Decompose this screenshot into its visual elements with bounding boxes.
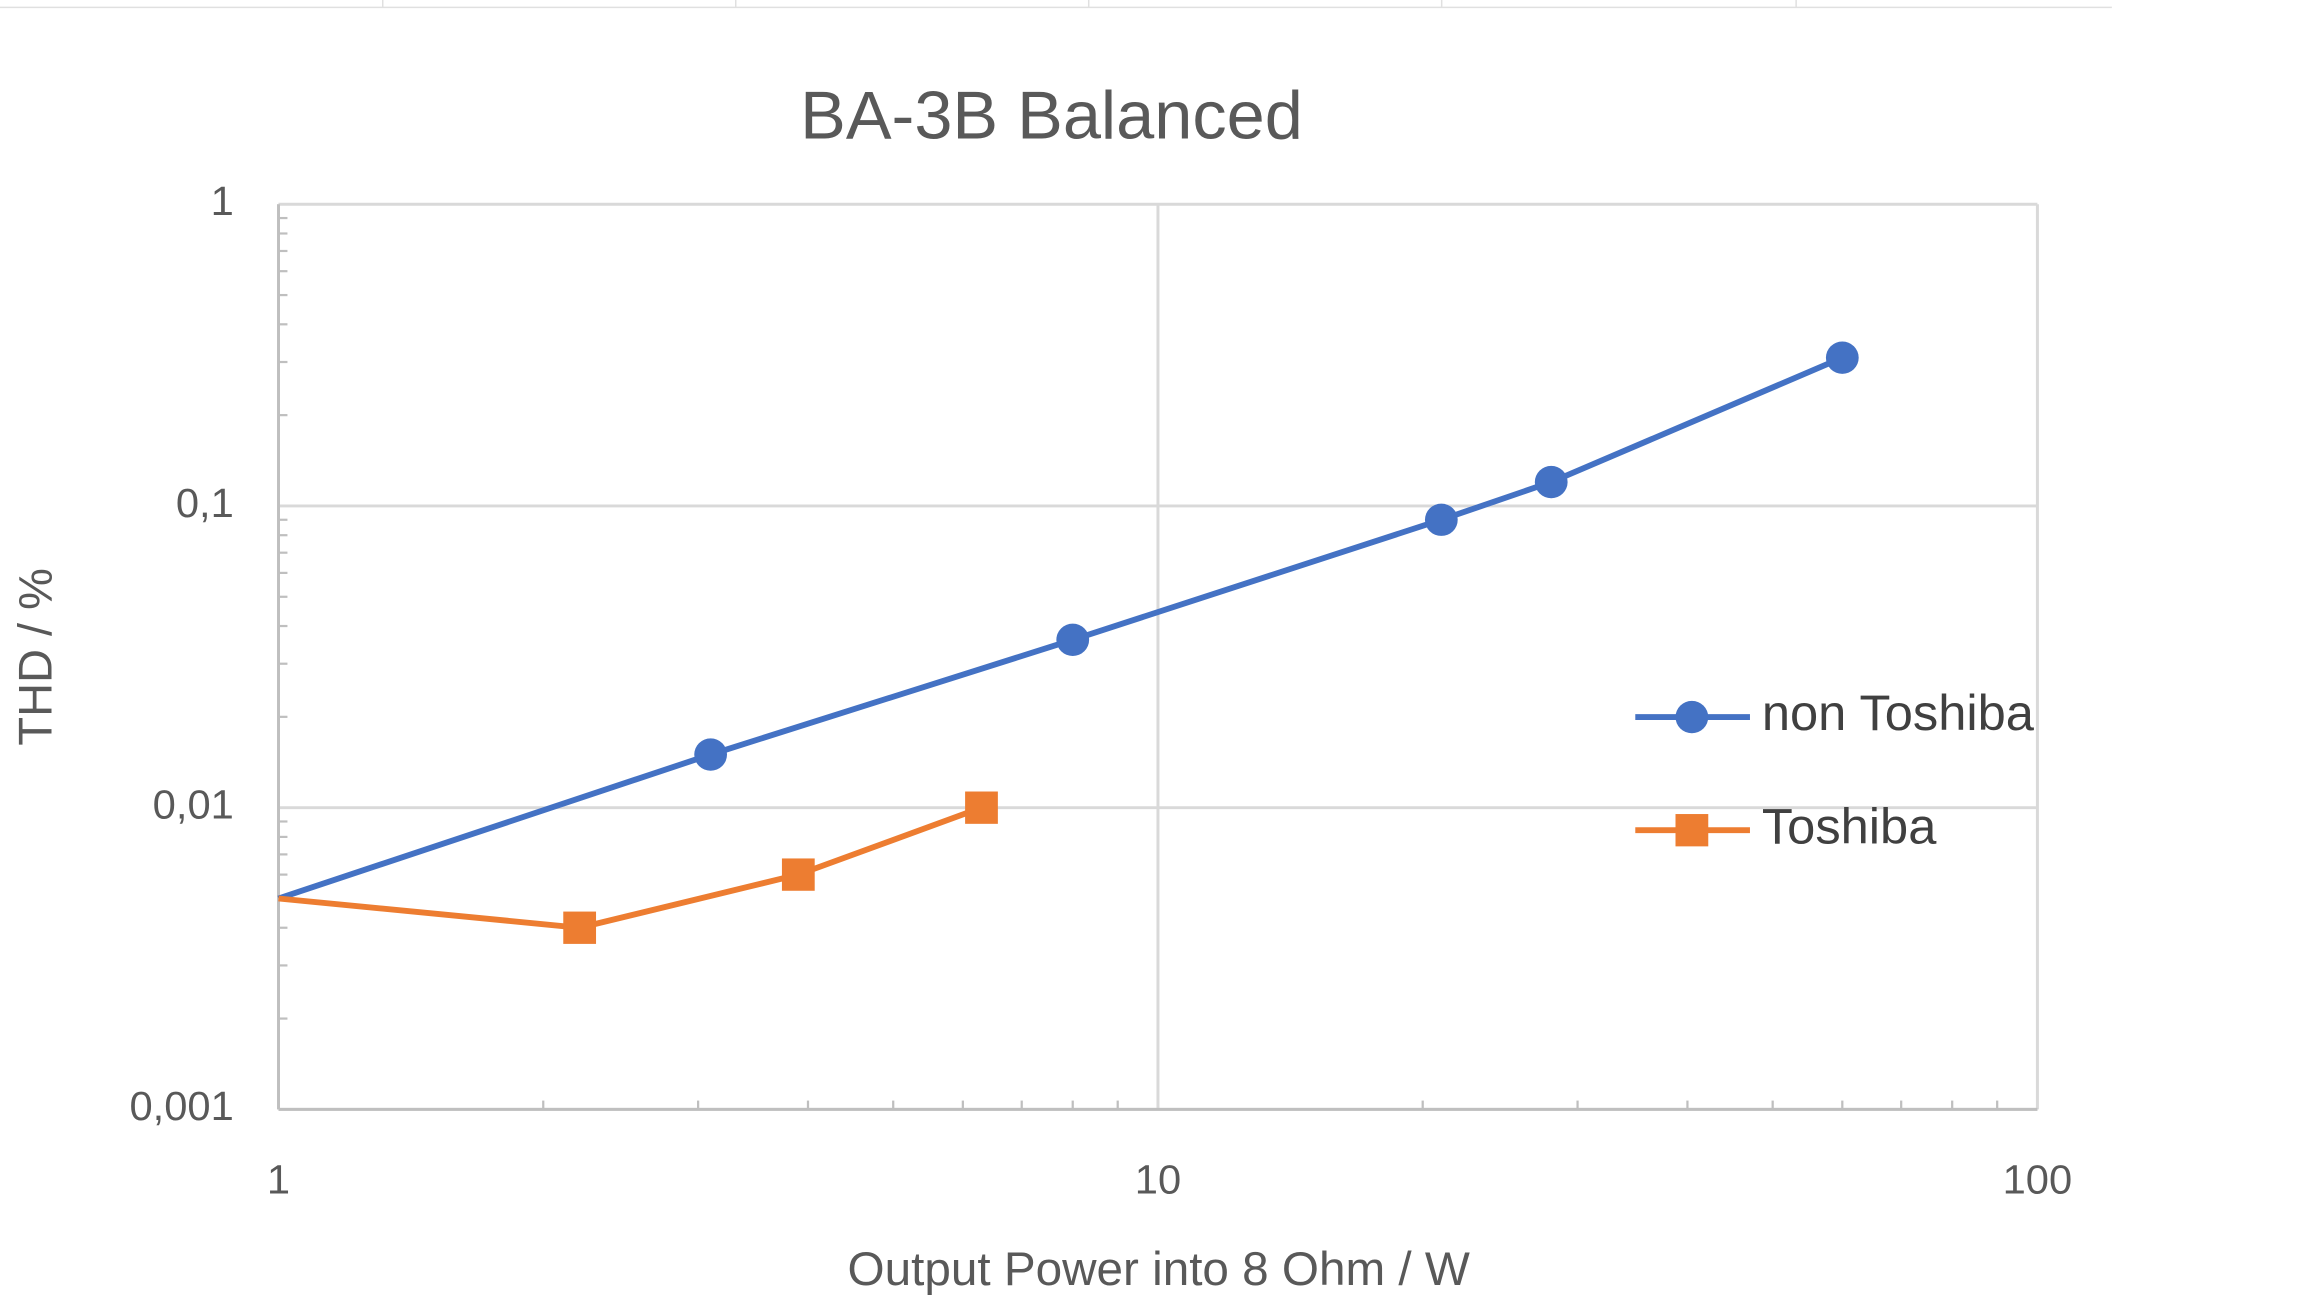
sheet-cell-lines: [0, 0, 2112, 9]
y-axis-label: THD / %: [9, 568, 62, 746]
series-line: [278, 804, 983, 931]
data-point: [563, 911, 597, 944]
legend-marker: [1675, 814, 1709, 847]
x-tick-label: 1: [267, 1157, 290, 1203]
x-tick-label: 10: [1135, 1157, 1181, 1203]
data-point: [1424, 503, 1458, 536]
legend-marker: [1675, 700, 1709, 734]
legend-label: Toshiba: [1762, 798, 1937, 855]
legend-label: non Toshiba: [1762, 685, 2034, 742]
y-tick-label: 1: [211, 178, 234, 224]
data-point: [1056, 623, 1090, 656]
data-point: [1825, 341, 1859, 374]
series-line: [277, 355, 1844, 902]
y-tick-label: 0,1: [176, 480, 234, 526]
chart-title: BA-3B Balanced: [800, 78, 1303, 153]
x-axis-label: Output Power into 8 Ohm / W: [848, 1243, 1471, 1296]
y-tick-label: 0,001: [130, 1084, 234, 1130]
data-point: [694, 738, 728, 771]
data-point: [965, 791, 998, 824]
x-tick-label: 100: [2003, 1157, 2073, 1203]
y-tick-label: 0,01: [153, 782, 234, 828]
data-point: [1534, 465, 1568, 499]
data-point: [781, 858, 815, 891]
